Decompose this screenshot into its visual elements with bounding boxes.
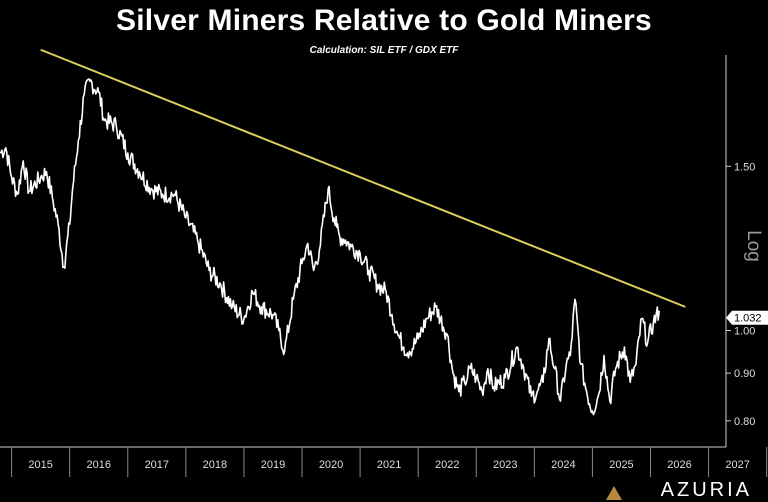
x-tick-label: 2023 bbox=[493, 459, 517, 471]
chart-axes: 1.50 1.00 0.90 0.80 2015 2016 2017 2018 2019 2020… bbox=[0, 55, 768, 477]
trend-line bbox=[40, 48, 686, 308]
y-axis-label: Log bbox=[743, 230, 764, 262]
y-tick-label: 0.90 bbox=[734, 368, 755, 380]
x-tick-label: 2025 bbox=[609, 459, 633, 471]
x-tick-label: 2026 bbox=[667, 459, 691, 471]
x-tick-label: 2024 bbox=[551, 459, 575, 471]
brand-logo: AZURIA bbox=[660, 479, 752, 501]
last-value-tag bbox=[726, 310, 768, 325]
y-tick-label: 1.50 bbox=[734, 161, 755, 173]
series-line-ratio bbox=[0, 78, 660, 416]
y-tick-label: 0.80 bbox=[734, 416, 755, 428]
last-value-label: 1.032 bbox=[734, 313, 762, 325]
x-tick-label: 2017 bbox=[145, 459, 169, 471]
x-tick-label: 2022 bbox=[435, 459, 459, 471]
x-tick-label: 2019 bbox=[261, 459, 285, 471]
x-tick-label: 2027 bbox=[725, 459, 749, 471]
chart-plot-area bbox=[0, 48, 686, 416]
x-tick-label: 2021 bbox=[377, 459, 401, 471]
y-tick-label: 1.00 bbox=[734, 325, 755, 337]
chart-title: Silver Miners Relative to Gold Miners bbox=[116, 4, 652, 37]
chart-subtitle: Calculation: SIL ETF / GDX ETF bbox=[309, 45, 459, 56]
x-tick-label: 2020 bbox=[319, 459, 343, 471]
triangle-logo-icon bbox=[606, 486, 622, 500]
x-tick-label: 2015 bbox=[28, 459, 52, 471]
x-tick-label: 2018 bbox=[203, 459, 227, 471]
x-tick-label: 2016 bbox=[86, 459, 110, 471]
